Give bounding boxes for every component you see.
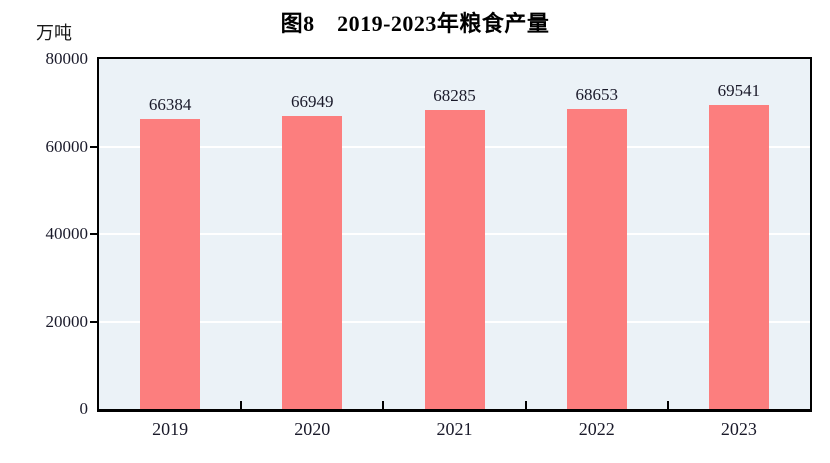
bar-value-label: 69541 [717, 80, 761, 100]
x-tick-label: 2020 [294, 419, 331, 439]
y-tick-label: 40000 [45, 224, 89, 243]
x-tick-label: 2023 [720, 419, 757, 439]
y-tick-label: 0 [79, 399, 89, 418]
y-axis-tick [90, 233, 97, 235]
bar-value-label: 68653 [575, 84, 618, 104]
y-tick-label: 80000 [45, 49, 89, 68]
bar-2019 [140, 118, 201, 409]
chart-title: 图8 2019-2023年粮食产量 [280, 11, 550, 36]
bar-value-label: 66949 [291, 92, 334, 112]
y-axis-tick [90, 145, 97, 148]
bar-2020 [282, 116, 343, 409]
x-tick-label: 2021 [436, 419, 473, 439]
bar-value-label: 68285 [433, 86, 476, 106]
x-axis-tick [666, 401, 669, 409]
y-tick-label: 60000 [45, 136, 89, 156]
x-tick-label: 2022 [578, 419, 615, 439]
plot-area [97, 57, 812, 412]
bar-2023 [708, 104, 769, 409]
bar-value-label: 66384 [148, 94, 192, 114]
x-tick-label: 2019 [152, 419, 189, 439]
bar-2021 [424, 110, 485, 409]
x-axis-tick [240, 401, 243, 409]
bar-2022 [566, 108, 627, 409]
y-tick-label: 20000 [45, 311, 89, 331]
y-axis-unit-label: 万吨 [36, 23, 72, 43]
y-axis-tick [90, 320, 97, 323]
x-axis-tick [524, 401, 527, 409]
x-axis-tick [382, 401, 385, 409]
